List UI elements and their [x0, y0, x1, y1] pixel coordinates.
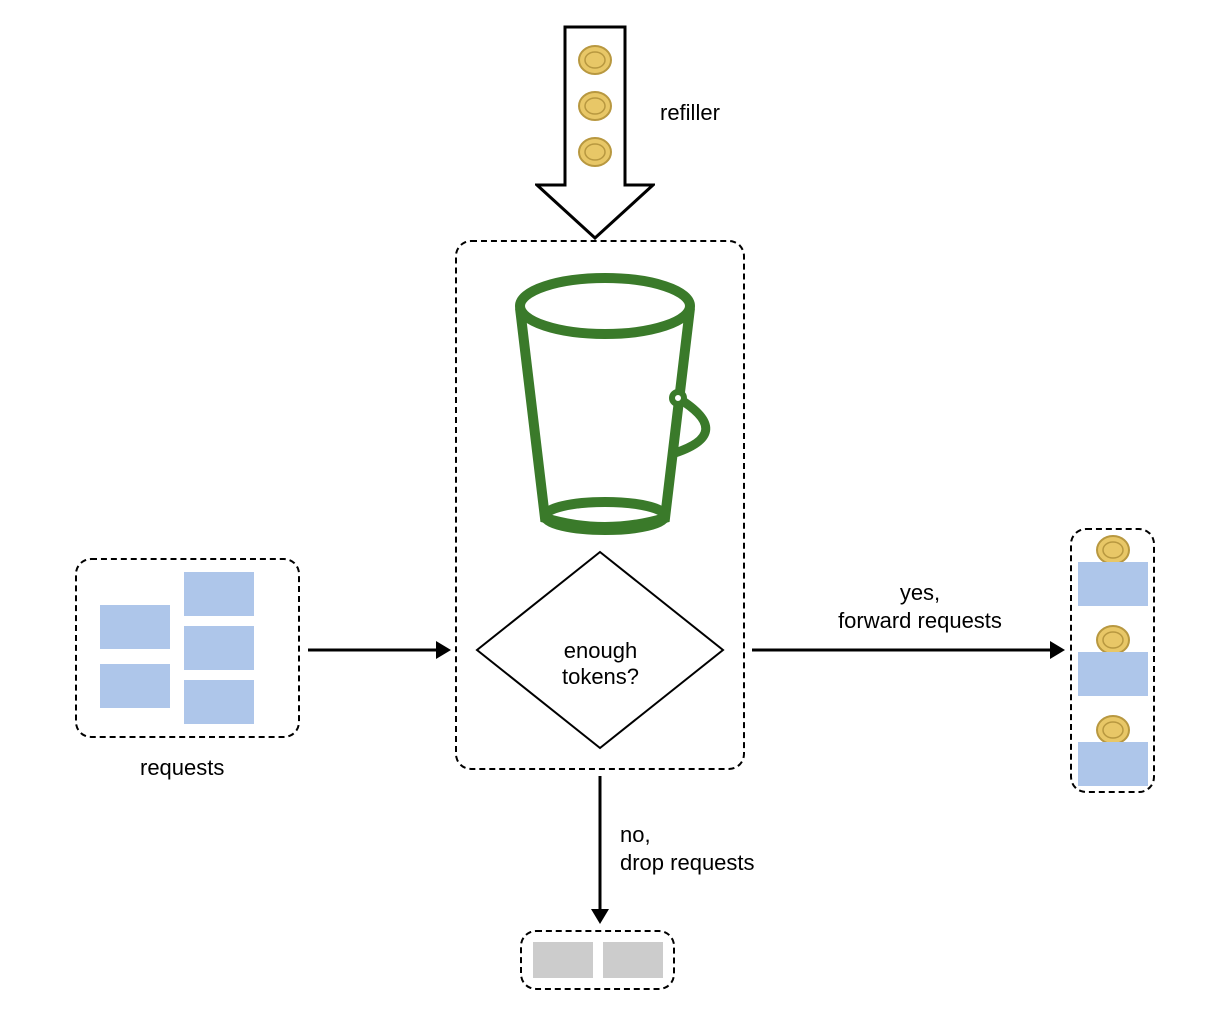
- coin-icon: [577, 134, 613, 170]
- request-block: [100, 605, 170, 649]
- request-block: [184, 572, 254, 616]
- request-block: [184, 680, 254, 724]
- decision-label: enough tokens?: [523, 638, 678, 690]
- no-label-line1: no,: [620, 822, 820, 848]
- request-block: [1078, 562, 1148, 606]
- yes-label-line1: yes,: [820, 580, 1020, 606]
- requests-label: requests: [140, 755, 224, 781]
- request-block: [184, 626, 254, 670]
- request-block: [100, 664, 170, 708]
- arrow-decision-no: [585, 776, 615, 926]
- dropped-block: [533, 942, 593, 978]
- coin-icon: [577, 88, 613, 124]
- coin-icon: [577, 42, 613, 78]
- no-label-line2: drop requests: [620, 850, 820, 876]
- arrow-decision-yes: [752, 635, 1067, 665]
- arrow-requests-to-bucket: [308, 635, 453, 665]
- yes-label-line2: forward requests: [820, 608, 1020, 634]
- request-block: [1078, 652, 1148, 696]
- request-block: [1078, 742, 1148, 786]
- token-bucket-diagram: refiller requests enough tokens? yes, fo…: [0, 0, 1224, 1020]
- refiller-label: refiller: [660, 100, 720, 126]
- bucket-icon: [480, 258, 730, 538]
- dropped-block: [603, 942, 663, 978]
